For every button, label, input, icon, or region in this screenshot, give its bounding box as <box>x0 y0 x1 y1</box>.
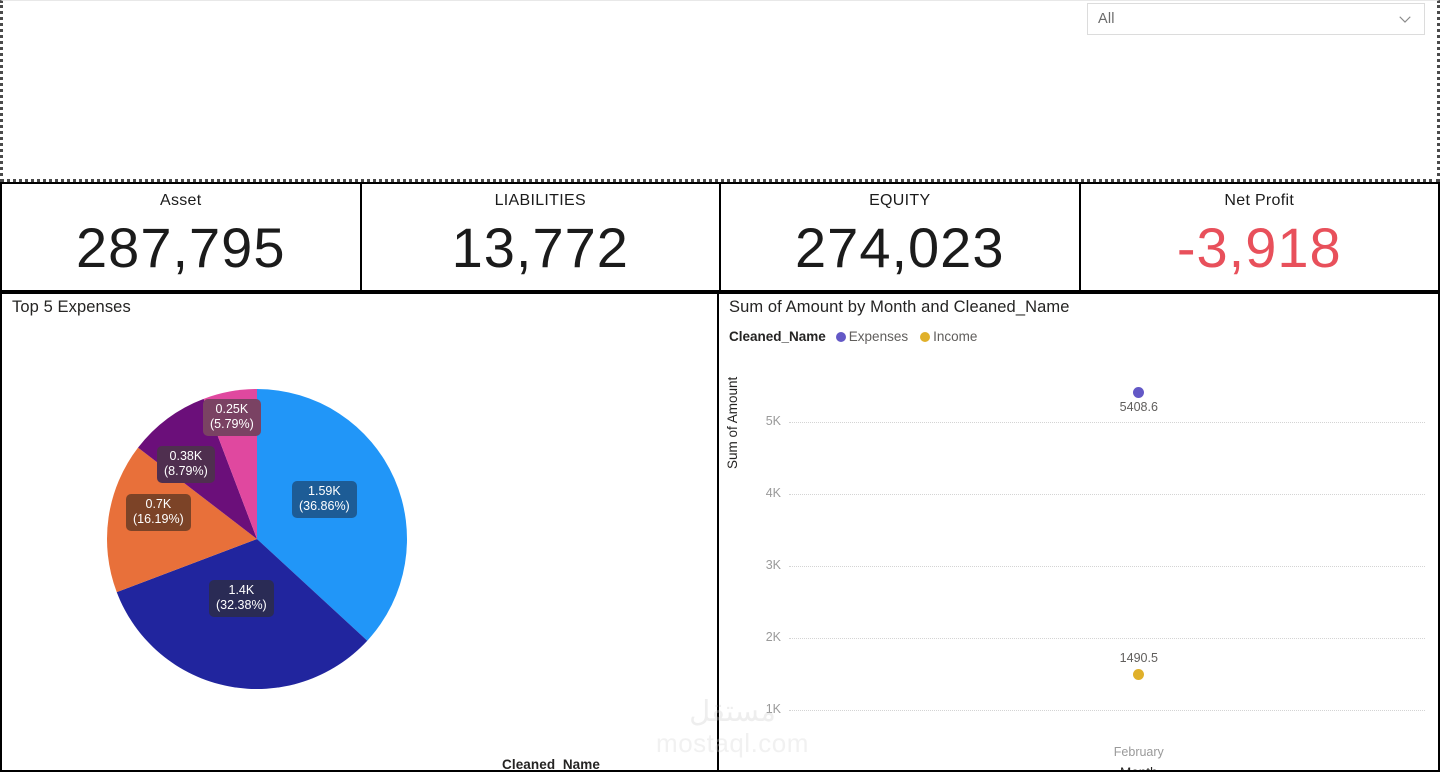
kpi-label: Asset <box>159 192 202 209</box>
scatter-legend-item[interactable]: Income <box>920 329 977 344</box>
scatter-legend-label: Expenses <box>848 329 909 344</box>
y-axis-tick: 4K <box>765 485 781 500</box>
scatter-legend-label: Income <box>933 329 978 344</box>
kpi-value: 13,772 <box>451 216 629 279</box>
y-axis-tick: 3K <box>765 557 781 572</box>
y-axis-title: Sum of Amount <box>725 376 740 469</box>
pie-chart-title: Top 5 Expenses <box>12 298 131 316</box>
kpi-card-net-profit[interactable]: Net Profit -3,918 <box>1078 182 1440 292</box>
scatter-legend: Cleaned_Name Expenses Income <box>729 329 989 344</box>
x-axis-title: Month <box>1120 765 1158 770</box>
scatter-point-label: 1490.5 <box>1119 650 1158 665</box>
pie-slice-label: 0.38K (8.79%) <box>157 446 215 483</box>
pie-slice-label: 0.25K (5.79%) <box>203 399 261 436</box>
x-axis-tick: February <box>1113 745 1164 759</box>
top-5-expenses-visual[interactable]: Top 5 Expenses 1.59K (36.86%) 1.4K (32.38%)… <box>0 292 719 772</box>
pie-slice-label: 1.59K (36.86%) <box>292 481 357 518</box>
pie-legend: Cleaned_Name Basic SalaryManagement Remu… <box>502 757 682 772</box>
kpi-label: LIABILITIES <box>494 192 586 209</box>
kpi-card-equity[interactable]: EQUITY 274,023 <box>719 182 1081 292</box>
gridline <box>789 565 1425 567</box>
gridline <box>789 421 1425 423</box>
kpi-label: Net Profit <box>1224 192 1295 209</box>
scatter-plot[interactable]: Sum of Amount 5K 4K 3K 2K 1K 5408.6 1490.5 Febr… <box>719 294 1438 770</box>
kpi-row: Asset 287,795 LIABILITIES 13,772 EQUITY … <box>0 182 1440 292</box>
scatter-legend-item[interactable]: Expenses <box>835 329 909 344</box>
month-slicer[interactable]: All <box>1087 3 1425 35</box>
scatter-point-label: 5408.6 <box>1119 400 1158 415</box>
gridline <box>789 638 1425 640</box>
scatter-legend-title: Cleaned_Name <box>729 329 826 344</box>
sum-of-amount-visual[interactable]: Sum of Amount by Month and Cleaned_Name … <box>717 292 1440 772</box>
filter-panel: All <box>0 0 1440 182</box>
chevron-down-icon <box>1399 16 1411 23</box>
pie-slice-label: 0.7K (16.19%) <box>126 494 191 531</box>
kpi-card-asset[interactable]: Asset 287,795 <box>0 182 362 292</box>
slicer-selected-value: All <box>1098 11 1115 27</box>
visual-row: Top 5 Expenses 1.59K (36.86%) 1.4K (32.38%)… <box>0 292 1440 772</box>
y-axis-tick: 2K <box>765 630 781 645</box>
kpi-value: 287,795 <box>76 216 286 279</box>
scatter-point[interactable] <box>1133 669 1145 681</box>
legend-color-dot-icon <box>835 331 846 342</box>
pie-slice-label: 1.4K (32.38%) <box>209 580 274 617</box>
scatter-chart-title: Sum of Amount by Month and Cleaned_Name <box>729 298 1070 316</box>
kpi-value: -3,918 <box>1176 216 1342 279</box>
kpi-label: EQUITY <box>869 192 931 209</box>
pie-legend-title: Cleaned_Name <box>502 757 600 772</box>
gridline <box>789 493 1425 495</box>
y-axis-tick: 1K <box>765 702 781 717</box>
scatter-point[interactable] <box>1133 386 1145 398</box>
kpi-value: 274,023 <box>795 216 1005 279</box>
kpi-card-liabilities[interactable]: LIABILITIES 13,772 <box>359 182 721 292</box>
pie-chart[interactable]: 1.59K (36.86%) 1.4K (32.38%) 0.7K (16.19%) 0.3… <box>102 384 412 694</box>
gridline <box>789 710 1425 712</box>
legend-color-dot-icon <box>920 331 931 342</box>
y-axis-tick: 5K <box>765 413 781 428</box>
